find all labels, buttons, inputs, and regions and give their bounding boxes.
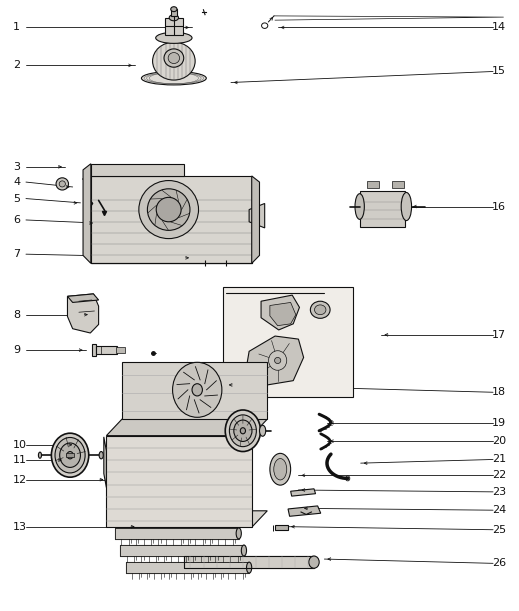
Ellipse shape <box>172 362 222 417</box>
Text: 7: 7 <box>13 249 20 259</box>
Ellipse shape <box>309 556 319 568</box>
Text: 25: 25 <box>492 525 506 535</box>
Text: 16: 16 <box>492 202 506 211</box>
Ellipse shape <box>274 458 286 480</box>
Ellipse shape <box>38 452 42 458</box>
Text: 1: 1 <box>13 23 20 32</box>
Text: 23: 23 <box>492 487 506 497</box>
Ellipse shape <box>192 384 202 396</box>
Ellipse shape <box>355 194 364 219</box>
Text: 26: 26 <box>492 558 506 568</box>
Text: 9: 9 <box>13 345 20 355</box>
Polygon shape <box>83 164 91 263</box>
Ellipse shape <box>225 410 261 452</box>
Bar <box>223 287 353 397</box>
Bar <box>360 191 405 227</box>
Polygon shape <box>67 294 99 302</box>
Bar <box>96 346 117 354</box>
Text: 5: 5 <box>13 194 20 203</box>
Ellipse shape <box>147 189 190 230</box>
Ellipse shape <box>260 425 266 436</box>
Ellipse shape <box>401 192 412 221</box>
Text: 15: 15 <box>492 67 506 76</box>
Ellipse shape <box>60 443 80 467</box>
Polygon shape <box>106 436 252 527</box>
Bar <box>171 9 177 16</box>
Ellipse shape <box>67 452 73 459</box>
Bar <box>367 181 379 188</box>
Text: 21: 21 <box>492 455 506 464</box>
Ellipse shape <box>236 528 241 539</box>
Text: 12: 12 <box>13 475 27 485</box>
Polygon shape <box>252 176 260 263</box>
Polygon shape <box>122 362 267 419</box>
Ellipse shape <box>229 415 256 447</box>
Ellipse shape <box>171 7 177 12</box>
Bar <box>116 347 125 353</box>
Text: 6: 6 <box>13 215 20 225</box>
Text: 3: 3 <box>13 162 20 172</box>
Text: 24: 24 <box>492 505 506 515</box>
Polygon shape <box>270 302 296 326</box>
Bar <box>392 181 404 188</box>
Ellipse shape <box>241 545 247 556</box>
Ellipse shape <box>234 420 252 441</box>
Text: 10: 10 <box>13 440 27 450</box>
Ellipse shape <box>240 428 245 434</box>
Polygon shape <box>261 295 299 330</box>
Ellipse shape <box>156 197 181 222</box>
Polygon shape <box>247 336 304 385</box>
Ellipse shape <box>169 15 179 21</box>
Ellipse shape <box>315 305 326 315</box>
Text: 2: 2 <box>13 60 20 70</box>
Text: 4: 4 <box>13 177 20 187</box>
Polygon shape <box>91 246 252 263</box>
Ellipse shape <box>270 453 291 485</box>
Ellipse shape <box>275 357 281 364</box>
Ellipse shape <box>141 71 207 85</box>
Polygon shape <box>106 419 267 436</box>
Polygon shape <box>91 164 184 176</box>
Ellipse shape <box>156 32 192 43</box>
Text: 11: 11 <box>13 455 27 465</box>
Polygon shape <box>106 511 267 527</box>
Text: 13: 13 <box>13 522 27 532</box>
Ellipse shape <box>59 181 65 187</box>
Text: 8: 8 <box>13 310 20 320</box>
Bar <box>275 525 288 530</box>
Ellipse shape <box>153 42 195 80</box>
Ellipse shape <box>164 49 184 67</box>
Ellipse shape <box>168 53 180 64</box>
Polygon shape <box>67 294 99 333</box>
Ellipse shape <box>139 181 198 238</box>
Text: 22: 22 <box>492 470 506 480</box>
Bar <box>66 453 74 457</box>
Ellipse shape <box>247 562 252 573</box>
Bar <box>165 18 183 35</box>
Polygon shape <box>104 437 106 488</box>
Polygon shape <box>91 176 252 263</box>
Polygon shape <box>249 203 265 228</box>
Ellipse shape <box>51 433 89 477</box>
Text: 18: 18 <box>492 387 506 397</box>
Bar <box>92 344 96 356</box>
Polygon shape <box>291 489 316 496</box>
Text: 17: 17 <box>492 330 506 340</box>
Ellipse shape <box>55 437 85 473</box>
Ellipse shape <box>310 301 330 318</box>
Ellipse shape <box>99 452 103 459</box>
Polygon shape <box>288 506 321 516</box>
Text: 14: 14 <box>492 23 506 32</box>
Ellipse shape <box>56 178 69 190</box>
Text: 20: 20 <box>492 436 506 446</box>
Text: 19: 19 <box>492 418 506 428</box>
